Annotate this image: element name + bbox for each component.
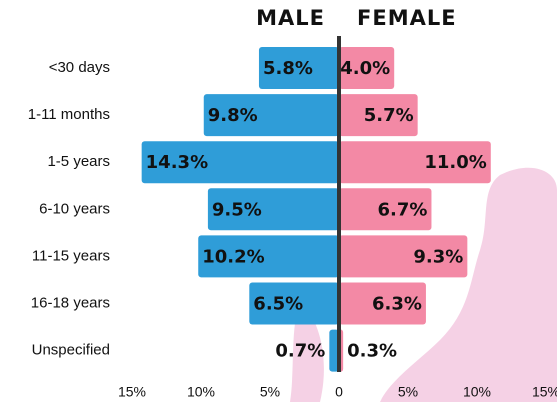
value-label: 10.2% [202,246,264,267]
value-label: 5.8% [263,58,313,79]
value-label: 6.5% [253,294,303,315]
value-label: 0.3% [347,341,397,362]
x-tick-label: 15% [532,384,557,400]
value-label: 6.3% [372,294,422,315]
value-label: 6.7% [378,199,428,220]
category-label: 1-11 months [28,106,110,123]
value-label: 9.8% [208,105,258,126]
x-tick-label: 15% [118,384,146,400]
value-label: 4.0% [340,58,390,79]
category-label: 16-18 years [31,294,110,311]
x-tick-label: 5% [398,384,418,400]
x-tick-label: 0 [335,384,343,400]
chart: 15% 10% 5% 0 5% 10% 15% <30 days 5.8% 4.0% 1-11 mo… [0,0,557,402]
value-label: 0.7% [275,341,325,362]
value-label: 9.5% [212,199,262,220]
legend-label: MALE [256,6,325,30]
value-label: 9.3% [413,246,463,267]
category-label: <30 days [49,59,110,76]
category-label: 1-5 years [47,153,110,170]
x-tick-label: 10% [187,384,215,400]
value-label: 11.0% [424,152,486,173]
category-label: 11-15 years [32,247,110,264]
value-label: 14.3% [146,152,208,173]
value-label: 5.7% [364,105,414,126]
category-label: 6-10 years [39,200,110,217]
x-tick-label: 5% [260,384,280,400]
legend-label: FEMALE [357,6,457,30]
x-tick-label: 10% [463,384,491,400]
category-label: Unspecified [32,342,110,359]
